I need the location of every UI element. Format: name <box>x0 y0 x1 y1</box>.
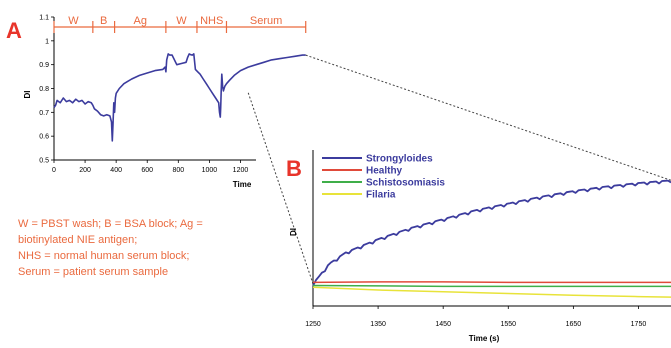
panel-b-label: B <box>286 156 302 181</box>
b-series-line-strongyloides <box>312 179 671 287</box>
b-x-tick-label: 1650 <box>566 321 582 328</box>
b-series-line-filaria <box>312 286 671 298</box>
a-y-tick-label: 1 <box>45 38 49 45</box>
b-x-tick-label: 1250 <box>305 321 321 328</box>
b-series-line-schistosomiasis <box>312 284 671 288</box>
legend-label: Schistosomiasis <box>366 178 445 189</box>
a-y-axis-label: DI <box>23 91 32 99</box>
a-y-tick-label: 0.9 <box>39 62 49 69</box>
phase-label: NHS <box>200 15 223 27</box>
zoom-connector <box>247 92 314 284</box>
a-x-tick-label: 1000 <box>202 167 218 174</box>
a-y-tick-label: 0.5 <box>39 158 49 165</box>
a-x-tick-label: 400 <box>110 167 122 174</box>
b-y-axis-label: DI <box>289 228 298 236</box>
phase-label: B <box>100 15 107 27</box>
caption-line: NHS = normal human serum block; <box>18 250 190 262</box>
b-x-tick-label: 1450 <box>435 321 451 328</box>
a-y-tick-label: 0.6 <box>39 134 49 141</box>
b-x-tick-label: 1750 <box>631 321 647 328</box>
a-x-axis-label: Time <box>233 180 252 189</box>
caption-line: Serum = patient serum sample <box>18 266 169 278</box>
caption-line: W = PBST wash; B = BSA block; Ag = <box>18 218 203 230</box>
phase-label: W <box>68 15 79 27</box>
a-x-tick-label: 0 <box>52 167 56 174</box>
a-y-tick-label: 0.8 <box>39 86 49 93</box>
legend-caption: W = PBST wash; B = BSA block; Ag = bioti… <box>18 216 278 280</box>
b-x-tick-label: 1550 <box>500 321 516 328</box>
a-series-line <box>53 53 306 142</box>
b-series-line-healthy <box>312 281 671 284</box>
panel-a-label: A <box>6 18 22 43</box>
phase-label: W <box>176 15 187 27</box>
zoom-connector <box>305 54 671 181</box>
a-y-tick-label: 1.1 <box>39 15 49 22</box>
a-y-tick-label: 0.7 <box>39 110 49 117</box>
b-x-tick-label: 1350 <box>370 321 386 328</box>
b-x-axis-label: Time (s) <box>469 334 500 343</box>
a-x-tick-label: 1200 <box>233 167 249 174</box>
caption-line: biotinylated NIE antigen; <box>18 234 138 246</box>
a-x-tick-label: 200 <box>79 167 91 174</box>
legend-label: Filaria <box>366 190 396 201</box>
a-x-tick-label: 800 <box>172 167 184 174</box>
phase-label: Ag <box>134 15 147 27</box>
legend-label: Healthy <box>366 166 403 177</box>
phase-label: Serum <box>250 15 282 27</box>
a-x-tick-label: 600 <box>141 167 153 174</box>
legend-label: Strongyloides <box>366 154 433 165</box>
